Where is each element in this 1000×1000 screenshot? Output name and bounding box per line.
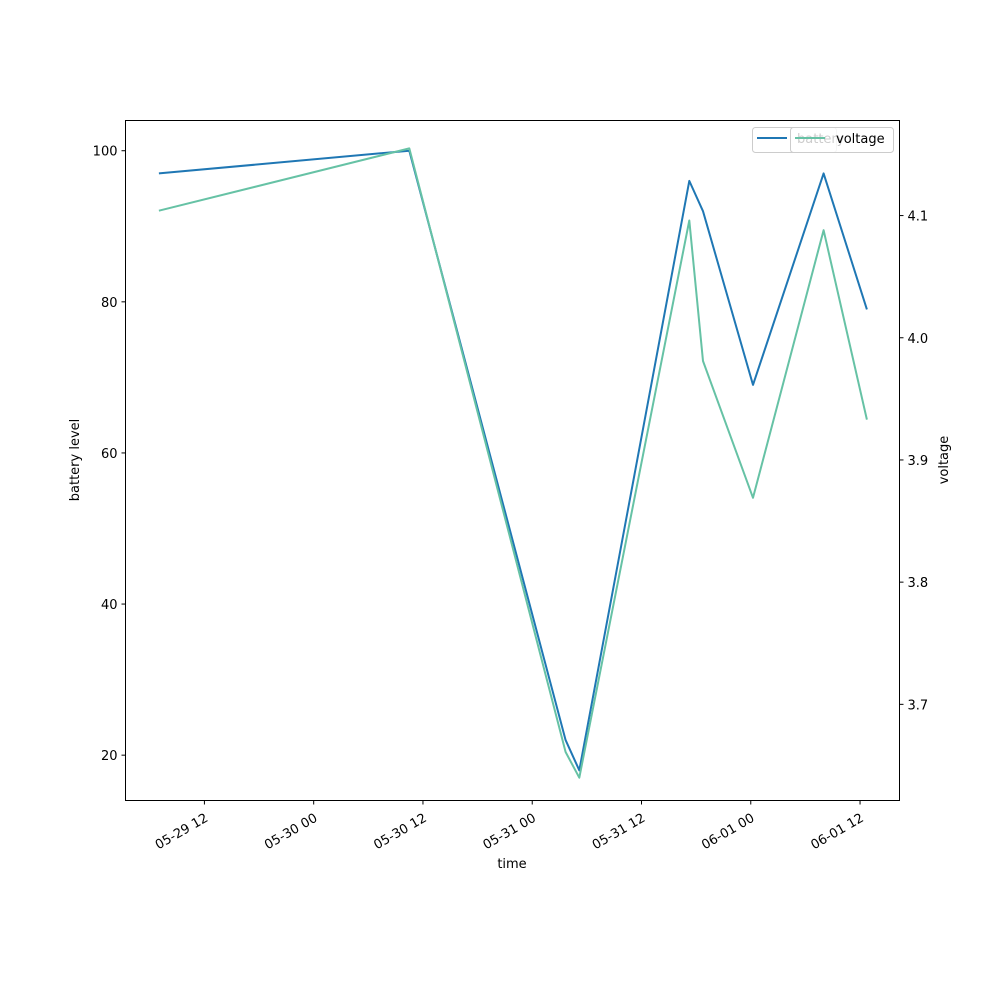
y-right-tick-label: 3.8	[908, 576, 929, 591]
legend-voltage-label: voltage	[836, 132, 885, 147]
y-right-tick-label: 3.7	[908, 698, 929, 713]
y-right-tick-label: 4.0	[908, 332, 929, 347]
y-right-axis-label: voltage	[937, 436, 952, 485]
y-left-axis-label: battery level	[68, 419, 83, 502]
y-left-tick-label: 20	[101, 749, 118, 764]
y-left-tick-label: 100	[93, 145, 118, 160]
x-axis-label: time	[497, 857, 526, 872]
y-left-tick-label: 60	[101, 447, 118, 462]
y-left-tick-label: 80	[101, 296, 118, 311]
plot-frame	[125, 120, 900, 801]
legend-voltage: voltage	[790, 127, 894, 153]
y-right-tick-label: 3.9	[908, 454, 929, 469]
y-left-tick-label: 40	[101, 598, 118, 613]
y-right-tick-label: 4.1	[908, 210, 929, 225]
legend-voltage-box	[790, 127, 894, 153]
series-line-voltage	[158, 147, 868, 779]
